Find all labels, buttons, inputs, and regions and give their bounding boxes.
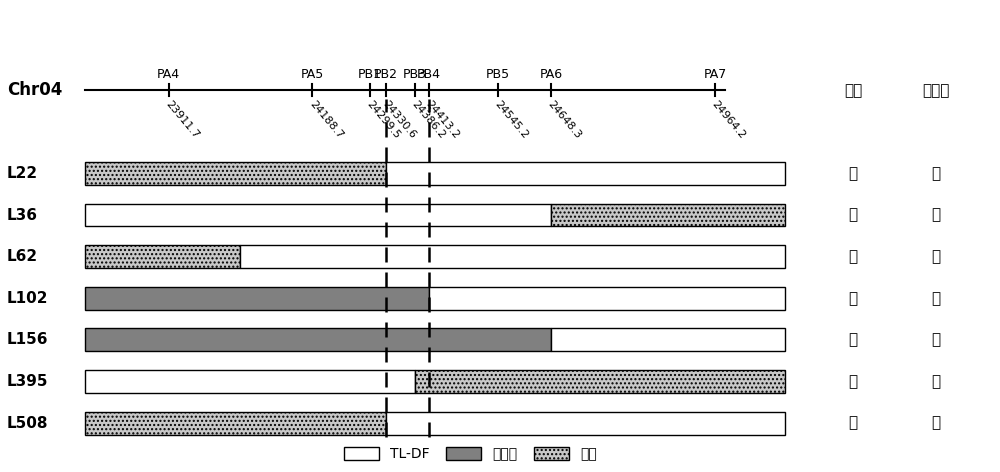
Text: PB4: PB4: [417, 68, 441, 81]
Text: L395: L395: [7, 374, 48, 389]
Bar: [551, 203, 785, 227]
Text: 是: 是: [931, 374, 941, 389]
Text: 有: 有: [848, 332, 857, 347]
Bar: [85, 412, 386, 435]
Bar: [85, 203, 551, 227]
Text: 24413.2: 24413.2: [424, 99, 461, 141]
Text: PA4: PA4: [157, 68, 180, 81]
Text: PB2: PB2: [374, 68, 398, 81]
Text: L22: L22: [7, 166, 38, 181]
Text: 是: 是: [931, 249, 941, 264]
Bar: [240, 245, 785, 268]
Text: L156: L156: [7, 332, 48, 347]
Text: 是: 是: [931, 208, 941, 222]
Bar: [85, 329, 551, 351]
Text: 无: 无: [848, 374, 857, 389]
Bar: [85, 162, 386, 185]
Text: 有: 有: [848, 291, 857, 306]
Legend: TL-DF, 三白瓜, 杂合: TL-DF, 三白瓜, 杂合: [339, 442, 602, 467]
Text: 无: 无: [848, 208, 857, 222]
Text: PA5: PA5: [301, 68, 324, 81]
Text: 24386.2: 24386.2: [410, 99, 447, 141]
Text: 24330.6: 24330.6: [381, 99, 418, 141]
Text: 是: 是: [931, 166, 941, 181]
Text: 23911.7: 23911.7: [164, 99, 201, 141]
Text: 24545.2: 24545.2: [492, 99, 530, 141]
Text: 24648.3: 24648.3: [546, 99, 583, 141]
Bar: [551, 329, 785, 351]
Text: L62: L62: [7, 249, 38, 264]
Text: 否: 否: [931, 332, 941, 347]
Bar: [415, 370, 785, 393]
Text: PA7: PA7: [703, 68, 727, 81]
Text: 无: 无: [848, 416, 857, 430]
Text: 是: 是: [931, 416, 941, 430]
Bar: [85, 245, 240, 268]
Text: PB1: PB1: [358, 68, 382, 81]
Text: PB5: PB5: [485, 68, 510, 81]
Bar: [386, 162, 785, 185]
Bar: [85, 287, 429, 310]
Text: L508: L508: [7, 416, 48, 430]
Bar: [85, 370, 415, 393]
Text: 无: 无: [848, 249, 857, 264]
Text: 否: 否: [931, 291, 941, 306]
Text: 自封顶: 自封顶: [922, 83, 950, 98]
Text: L36: L36: [7, 208, 38, 222]
Text: 24188.7: 24188.7: [307, 99, 345, 141]
Bar: [386, 412, 785, 435]
Text: PA6: PA6: [539, 68, 563, 81]
Text: 卷须: 卷须: [844, 83, 862, 98]
Text: 24964.2: 24964.2: [710, 99, 747, 141]
Text: 24299.5: 24299.5: [365, 99, 402, 141]
Text: 无: 无: [848, 166, 857, 181]
Text: Chr04: Chr04: [7, 81, 62, 99]
Text: PB3: PB3: [403, 68, 427, 81]
Bar: [429, 287, 785, 310]
Text: L102: L102: [7, 291, 48, 306]
